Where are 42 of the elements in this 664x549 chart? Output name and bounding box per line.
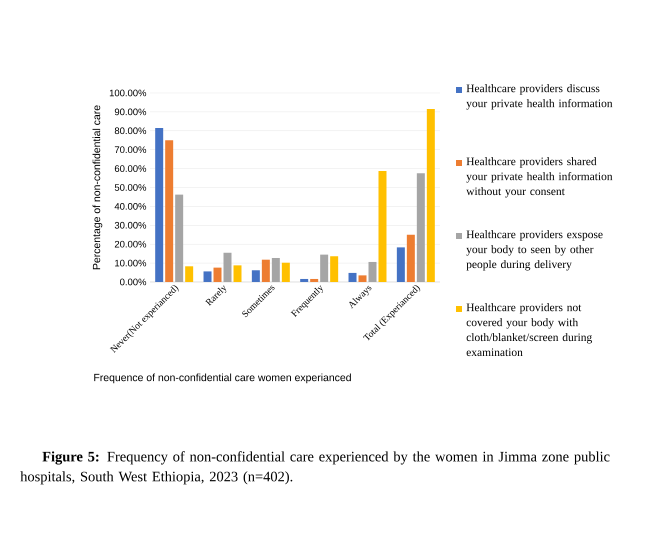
bar	[165, 140, 174, 282]
y-tick-label: 50.00%	[114, 184, 146, 191]
legend-label: Healthcare providers discuss your private health information	[466, 84, 612, 110]
y-tick-label: 0.00%	[120, 278, 146, 286]
bar	[320, 254, 328, 282]
bar	[416, 173, 425, 282]
bar	[185, 266, 194, 282]
bar	[406, 234, 415, 282]
y-tick-label: 20.00%	[114, 240, 146, 248]
bar	[282, 262, 290, 282]
y-axis-title: Percentage of non-confidential care	[92, 105, 102, 270]
bar	[175, 194, 184, 282]
y-tick-label: 90.00%	[114, 108, 146, 116]
bar	[214, 268, 222, 282]
legend-label: Healthcare providers exspose your body to seen by other people during delivery	[466, 230, 603, 270]
bar	[368, 262, 376, 282]
bar	[204, 271, 212, 282]
y-tick-label: 60.00%	[114, 165, 146, 172]
bar	[252, 270, 260, 282]
bar	[348, 272, 357, 282]
y-tick-label: 30.00%	[114, 222, 146, 229]
bar	[378, 171, 386, 282]
bar	[262, 260, 270, 282]
y-tick-label: 70.00%	[114, 146, 146, 154]
bar	[233, 265, 242, 282]
bar	[396, 247, 405, 282]
bar	[310, 278, 318, 282]
text: Figure 5: Frequency of non-confidential care experienced by the women in Jimma zone public hospitals, South West Ethiopia, 2023 (n=402).	[20, 451, 610, 484]
bar	[272, 258, 280, 282]
bar	[358, 275, 367, 282]
legend-label: Healthcare providers not covered your body with cloth/blanket/screen during examination	[466, 303, 592, 356]
bar	[330, 256, 338, 282]
bar	[224, 252, 232, 282]
y-tick-label: 80.00%	[114, 127, 146, 134]
bar	[155, 128, 164, 282]
bar	[426, 109, 435, 282]
y-tick-label: 100.00%	[110, 90, 146, 96]
x-axis-title: Frequence of non-confidential care women experianced	[94, 374, 351, 384]
y-tick-label: 10.00%	[115, 260, 146, 266]
bar	[300, 278, 308, 282]
y-tick-label: 40.00%	[114, 203, 146, 210]
legend-label: Healthcare providers shared your private health information without your consent	[466, 157, 612, 198]
